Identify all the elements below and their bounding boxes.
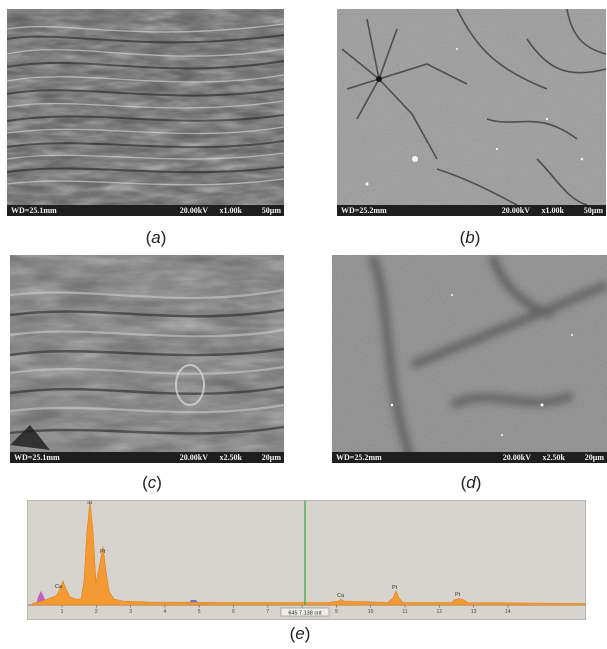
x-tick-label: 10	[368, 609, 374, 615]
x-tick-label: 4	[164, 609, 167, 615]
scale-bar-label: 20μm	[584, 453, 604, 462]
caption-a: (a)	[145, 228, 167, 247]
peak-label-pt: Pt	[100, 549, 106, 555]
caption-b: (b)	[459, 228, 481, 247]
accelerating-voltage: 20.00kV	[179, 453, 208, 462]
magnification: x2.50k	[542, 453, 565, 462]
x-tick-label: 9	[335, 609, 338, 615]
working-distance: WD=25.2mm	[336, 453, 382, 462]
sem-info-bar: WD=25.1mm 20.00kV x2.50k 20μm	[10, 452, 284, 463]
sem-texture-d	[332, 255, 607, 463]
caption-d: (d)	[460, 473, 482, 492]
sem-texture-a	[7, 9, 284, 216]
caption-c: (c)	[142, 473, 162, 492]
sem-info-bar: WD=25.2mm 20.00kV x1.00k 50μm	[337, 205, 606, 216]
x-tick-label: 5	[198, 609, 201, 615]
x-tick-label: 6	[232, 609, 235, 615]
x-tick-label: 7	[266, 609, 269, 615]
sem-image-b: WD=25.2mm 20.00kV x1.00k 50μm	[337, 9, 606, 216]
sem-info-bar: WD=25.1mm 20.00kV x1.00k 50μm	[7, 205, 284, 216]
working-distance: WD=25.1mm	[14, 453, 60, 462]
accelerating-voltage: 20.00kV	[501, 206, 530, 215]
working-distance: WD=25.1mm	[11, 206, 57, 215]
magnification: x1.00k	[219, 206, 242, 215]
sem-texture-b	[337, 9, 606, 216]
sem-image-d: WD=25.2mm 20.00kV x2.50k 20μm	[332, 255, 607, 463]
magnification: x2.50k	[219, 453, 242, 462]
cursor-readout: 645 7.138 cnt	[288, 611, 322, 617]
scale-bar-label: 20μm	[261, 453, 281, 462]
peak-label-pt-3: Pt	[455, 592, 461, 598]
working-distance: WD=25.2mm	[341, 206, 387, 215]
peak-label-pt-2: Pt	[392, 585, 398, 591]
x-tick-label: 13	[471, 609, 477, 615]
peak-label-ca: Ca	[55, 584, 63, 590]
x-axis-ticks: 1234567891011121314	[61, 605, 511, 615]
sem-image-c: WD=25.1mm 20.00kV x2.50k 20μm	[10, 255, 284, 463]
caption-e: (e)	[289, 624, 311, 643]
peak-label-ca-2: Ca	[337, 593, 345, 599]
x-tick-label: 11	[402, 609, 407, 615]
scale-bar-label: 50μm	[261, 206, 281, 215]
accelerating-voltage: 20.00kV	[179, 206, 208, 215]
x-tick-label: 3	[129, 609, 132, 615]
sem-image-a: WD=25.1mm 20.00kV x1.00k 50μm	[7, 9, 284, 216]
x-tick-label: 14	[505, 609, 511, 615]
spectrum-fill	[29, 501, 585, 606]
x-tick-label: 1	[61, 609, 64, 615]
scale-bar-label: 50μm	[583, 206, 603, 215]
x-tick-label: 2	[95, 609, 98, 615]
magnification: x1.00k	[541, 206, 564, 215]
x-tick-label: 12	[437, 609, 443, 615]
eds-spectrum: 1234567891011121314 645 7.138 cnt Si Pt …	[27, 500, 586, 620]
eds-spectrum-plot: 1234567891011121314 645 7.138 cnt Si Pt …	[28, 501, 585, 617]
sem-texture-c	[10, 255, 284, 463]
peak-label-si: Si	[87, 501, 92, 506]
cursor-readout-box	[280, 607, 330, 617]
accelerating-voltage: 20.00kV	[502, 453, 531, 462]
sem-info-bar: WD=25.2mm 20.00kV x2.50k 20μm	[332, 452, 607, 463]
